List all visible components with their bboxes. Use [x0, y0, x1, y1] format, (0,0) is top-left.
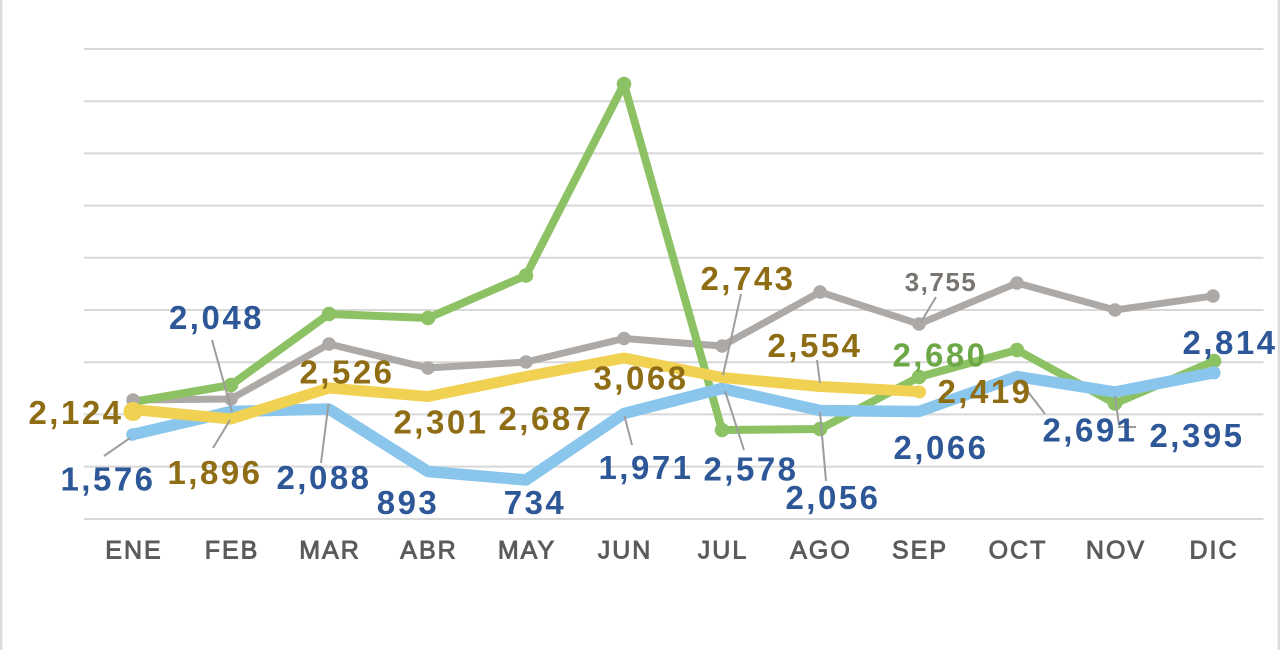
- svg-text:2,419: 2,419: [937, 373, 1032, 410]
- svg-text:2,578: 2,578: [703, 451, 798, 488]
- svg-text:1,896: 1,896: [167, 454, 262, 491]
- svg-text:JUN: JUN: [598, 537, 653, 565]
- svg-text:3,755: 3,755: [905, 267, 978, 297]
- svg-text:3,068: 3,068: [593, 360, 688, 397]
- svg-text:2,048: 2,048: [169, 299, 264, 336]
- svg-text:AGO: AGO: [790, 537, 852, 565]
- svg-text:893: 893: [377, 484, 440, 521]
- svg-text:2,814: 2,814: [1182, 324, 1277, 361]
- svg-text:1,576: 1,576: [60, 461, 155, 498]
- svg-text:SEP: SEP: [892, 537, 948, 565]
- svg-text:JUL: JUL: [698, 537, 748, 565]
- svg-text:ENE: ENE: [105, 537, 162, 565]
- svg-text:2,554: 2,554: [767, 327, 862, 364]
- svg-text:2,687: 2,687: [498, 400, 593, 437]
- svg-text:2,743: 2,743: [700, 260, 795, 297]
- svg-text:2,056: 2,056: [785, 479, 880, 516]
- svg-text:NOV: NOV: [1086, 537, 1146, 565]
- svg-text:OCT: OCT: [989, 537, 1048, 565]
- svg-text:2,691: 2,691: [1042, 412, 1137, 449]
- svg-text:DIC: DIC: [1189, 537, 1238, 565]
- svg-text:ABR: ABR: [400, 537, 457, 565]
- svg-text:2,680: 2,680: [892, 337, 987, 374]
- svg-text:2,301: 2,301: [393, 404, 488, 441]
- svg-text:2,124: 2,124: [28, 394, 123, 431]
- svg-text:2,395: 2,395: [1149, 417, 1244, 454]
- svg-text:FEB: FEB: [205, 537, 260, 565]
- svg-text:2,526: 2,526: [299, 354, 394, 391]
- svg-text:734: 734: [504, 484, 567, 521]
- svg-text:2,066: 2,066: [893, 429, 988, 466]
- svg-text:1,971: 1,971: [598, 449, 693, 486]
- svg-text:MAR: MAR: [299, 537, 361, 565]
- svg-text:2,088: 2,088: [276, 459, 371, 496]
- svg-text:MAY: MAY: [498, 537, 556, 565]
